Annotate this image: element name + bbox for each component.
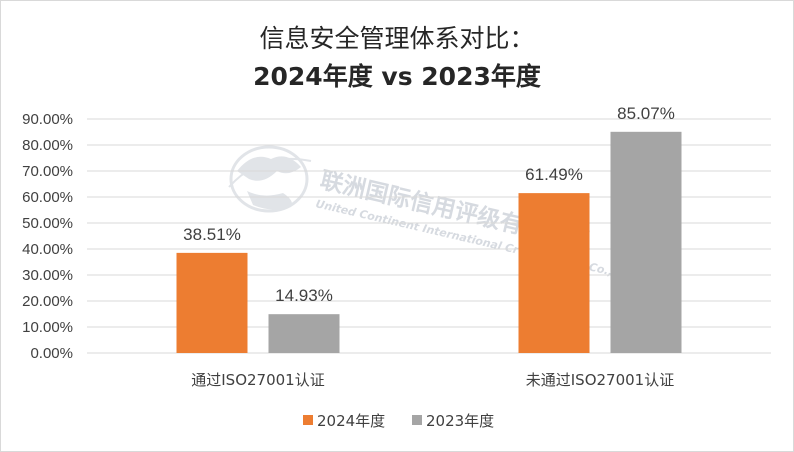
bar-2024 bbox=[518, 193, 590, 353]
data-label: 61.49% bbox=[525, 165, 583, 184]
y-tick-label: 40.00% bbox=[22, 241, 73, 258]
y-tick-label: 60.00% bbox=[22, 189, 73, 206]
data-label: 14.93% bbox=[275, 286, 333, 305]
chart-title: 信息安全管理体系对比： bbox=[259, 24, 534, 53]
globe-logo-icon bbox=[228, 145, 312, 213]
data-label: 85.07% bbox=[617, 104, 675, 123]
x-tick-label: 未通过ISO27001认证 bbox=[526, 371, 674, 389]
legend-label-2023: 2023年度 bbox=[426, 412, 494, 430]
bar-2023 bbox=[610, 131, 682, 353]
y-tick-label: 90.00% bbox=[22, 111, 73, 128]
y-tick-label: 30.00% bbox=[22, 267, 73, 284]
y-tick-label: 50.00% bbox=[22, 215, 73, 232]
data-label: 38.51% bbox=[183, 225, 241, 244]
bar-2024 bbox=[176, 252, 248, 353]
y-tick-label: 70.00% bbox=[22, 163, 73, 180]
y-axis: 0.00% 10.00% 20.00% 30.00% 40.00% 50.00% 60.00… bbox=[22, 111, 73, 362]
legend: 2024年度 2023年度 bbox=[303, 412, 494, 430]
chart-subtitle: 2024年度 vs 2023年度 bbox=[253, 62, 541, 91]
y-tick-label: 20.00% bbox=[22, 293, 73, 310]
bar-2023 bbox=[268, 314, 340, 353]
bars bbox=[176, 131, 682, 353]
y-tick-label: 80.00% bbox=[22, 137, 73, 154]
data-labels: 38.51% 14.93% 61.49% 85.07% bbox=[183, 104, 675, 305]
legend-swatch-2023 bbox=[412, 415, 422, 425]
y-tick-label: 0.00% bbox=[30, 345, 73, 362]
x-axis: 通过ISO27001认证 未通过ISO27001认证 bbox=[191, 371, 674, 389]
legend-label-2024: 2024年度 bbox=[317, 412, 385, 430]
legend-swatch-2024 bbox=[303, 415, 313, 425]
y-tick-label: 10.00% bbox=[22, 319, 73, 336]
x-tick-label: 通过ISO27001认证 bbox=[191, 371, 324, 389]
